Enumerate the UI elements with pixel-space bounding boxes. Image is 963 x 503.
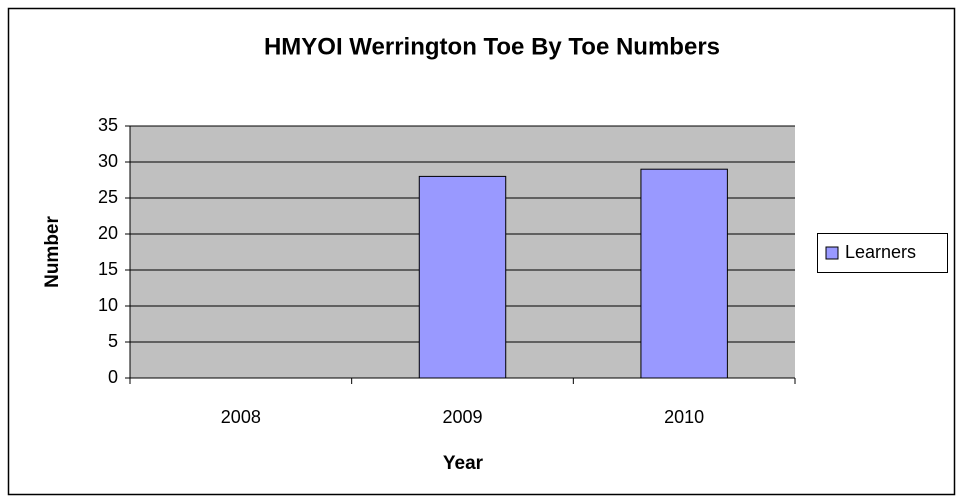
y-tick-label: 25 [98,187,118,207]
y-axis-label: Number [42,216,63,288]
legend-box [817,233,948,273]
y-tick-label: 5 [108,331,118,351]
y-tick-label: 10 [98,295,118,315]
x-tick-label: 2010 [664,407,704,427]
y-tick-label: 35 [98,115,118,135]
x-tick-label: 2009 [442,407,482,427]
bar [640,168,728,379]
bar [418,175,507,379]
x-axis-label: Year [443,453,484,474]
y-tick-label: 15 [98,259,118,279]
y-tick-label: 30 [98,151,118,171]
x-tick-label: 2008 [221,407,261,427]
chart-title: HMYOI Werrington Toe By Toe Numbers [264,33,720,60]
y-tick-label: 0 [108,367,118,387]
legend-label: Learners [845,242,916,262]
y-tick-label: 20 [98,223,118,243]
legend-swatch [825,246,839,260]
